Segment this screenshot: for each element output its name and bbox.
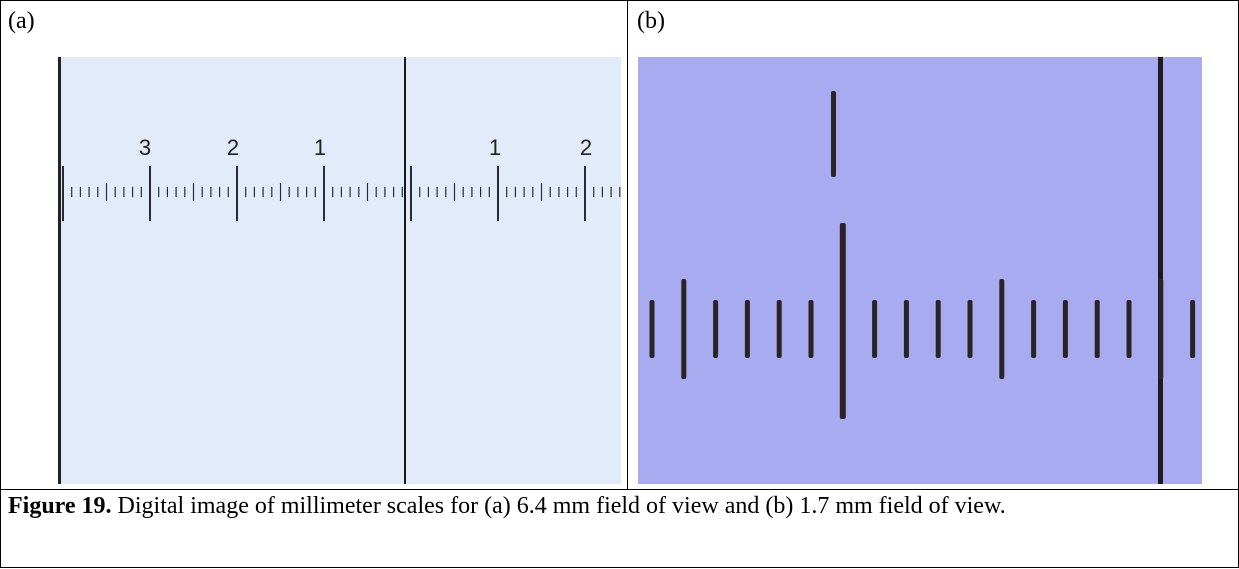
- figure-number: Figure 19: [8, 493, 106, 519]
- panel-a-scale-number: 2: [227, 135, 239, 160]
- panel-b-scale-tick: [999, 279, 1005, 379]
- table-border-middle: [0, 489, 1239, 490]
- panel-b-scale-tick: [713, 300, 719, 358]
- table-border-divider: [627, 0, 628, 490]
- panel-a-label: (a): [8, 8, 35, 34]
- panel-b-image: [638, 57, 1202, 484]
- panel-b-scale-tick: [776, 300, 782, 358]
- panel-a-photo-background: [58, 57, 621, 484]
- panel-b-upper-mark: [831, 91, 836, 177]
- panel-a-left-edge: [58, 57, 61, 484]
- panel-b-scale-tick: [872, 300, 878, 358]
- panel-a-scale-image: 3 2 1 1 2: [58, 57, 621, 484]
- table-border-bottom: [0, 567, 1239, 568]
- panel-b-photo-background: [638, 57, 1202, 484]
- panel-b-scale-tick: [808, 300, 814, 358]
- panel-b-scale-tick: [1190, 300, 1196, 358]
- panel-b-scale-image: [638, 57, 1202, 484]
- panel-b-scale-tick: [744, 300, 750, 358]
- table-border-top: [0, 0, 1239, 1]
- panel-a-scale-number: 3: [139, 135, 151, 160]
- panel-a-scale-number: 1: [314, 135, 326, 160]
- panel-b-label: (b): [637, 8, 665, 34]
- panel-b-scale-tick: [935, 300, 941, 358]
- panel-a-scale-number: 1: [489, 135, 501, 160]
- panel-b-scale-tick: [1094, 300, 1100, 358]
- panel-a-reticle-line: [404, 57, 406, 484]
- figure-caption-text: Digital image of millimeter scales for (…: [111, 493, 1006, 519]
- panel-a-scale-number: 2: [580, 135, 592, 160]
- panel-b-reticle-line: [1158, 57, 1163, 484]
- panel-b-scale-tick: [1031, 300, 1037, 358]
- panel-b-scale-tick: [839, 223, 846, 419]
- table-border-left: [0, 0, 1, 568]
- panel-b-scale-tick: [1062, 300, 1068, 358]
- panel-b-scale-tick: [1126, 300, 1132, 358]
- panel-b-scale-tick: [649, 300, 655, 358]
- panel-b-scale-tick: [681, 279, 687, 379]
- panel-a-image: 3 2 1 1 2: [58, 57, 621, 484]
- panel-b-scale-tick: [903, 300, 909, 358]
- panel-b-scale-tick: [1158, 279, 1164, 379]
- figure-caption: Figure 19. Digital image of millimeter s…: [8, 491, 1228, 522]
- figure-number-separator: .: [105, 493, 112, 519]
- panel-b-scale-tick: [967, 300, 973, 358]
